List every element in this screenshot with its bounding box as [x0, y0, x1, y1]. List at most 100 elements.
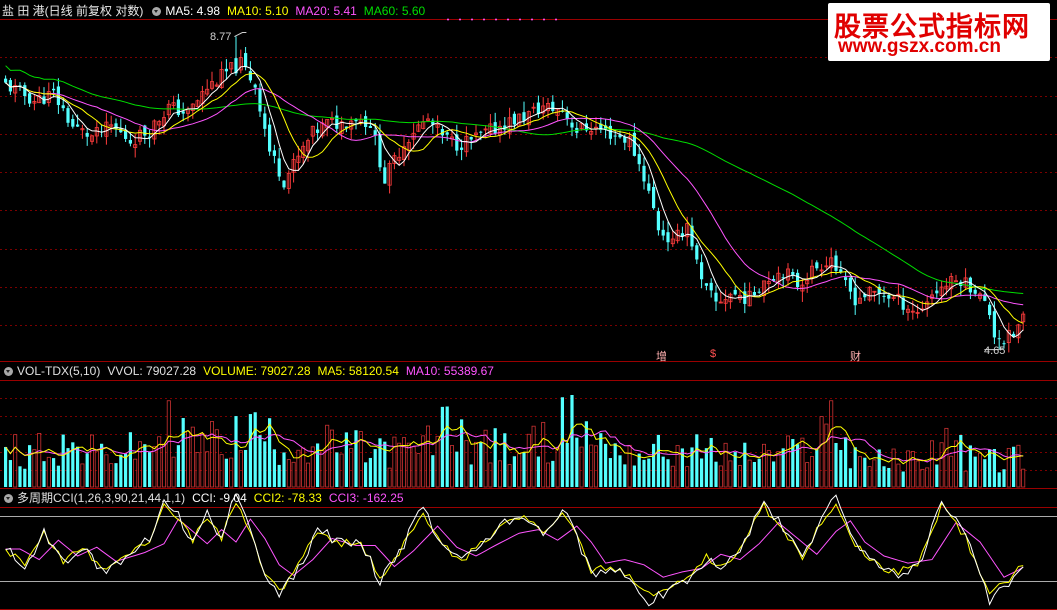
price-panel[interactable]: [4, 32, 1026, 353]
volume-bar-11: [56, 465, 60, 487]
volume-bar-191: [920, 468, 925, 488]
candle-body-99: [479, 131, 483, 133]
event-marker-dollar[interactable]: $: [710, 348, 717, 360]
volume-bar-3: [18, 466, 22, 487]
volume-bar-119: [575, 437, 579, 487]
candle-body-169: [815, 262, 819, 269]
candle-body-54: [263, 113, 267, 129]
volume-bar-172: [829, 400, 834, 488]
volume-bar-15: [76, 446, 80, 487]
cci-panel[interactable]: [5, 493, 1024, 607]
candle-body-142: [685, 223, 690, 238]
volume-bar-167: [805, 462, 810, 488]
volume-bar-91: [440, 406, 444, 487]
candle-body-17: [85, 132, 89, 137]
cci-settings-icon[interactable]: [4, 494, 13, 503]
candle-body-5: [28, 93, 32, 104]
volume-bar-124: [599, 433, 603, 487]
volume-bar-81: [392, 436, 397, 488]
candle-body-51: [248, 71, 252, 81]
candle-body-34: [166, 103, 171, 116]
candle-body-78: [378, 134, 382, 168]
volume-bar-136: [656, 434, 660, 487]
candle-body-127: [613, 135, 617, 137]
candle-body-56: [272, 150, 276, 156]
cci3-label: CCI3: -162.25: [328, 491, 404, 505]
volume-bar-176: [848, 468, 852, 487]
volume-bar-101: [488, 462, 493, 488]
candle-body-89: [431, 120, 435, 125]
volume-bar-33: [161, 443, 166, 488]
volume-bar-170: [819, 416, 824, 488]
candle-body-52: [253, 84, 257, 88]
candle-body-109: [526, 111, 531, 126]
volume-bar-111: [536, 456, 540, 487]
candle-body-180: [867, 286, 872, 301]
volume-bar-165: [796, 444, 800, 487]
candle-body-208: [1002, 343, 1006, 345]
candle-body-203: [978, 293, 983, 299]
volume-settings-icon[interactable]: [4, 367, 13, 376]
ma5-label: MA5: 4.98: [165, 4, 221, 18]
candle-body-50: [244, 53, 248, 68]
candle-body-24: [119, 128, 123, 133]
volume-bar-128: [618, 455, 622, 487]
candle-body-171: [824, 265, 829, 268]
candle-body-209: [1006, 329, 1011, 344]
volume-bar-70: [339, 453, 344, 488]
candle-body-190: [915, 312, 920, 314]
candle-body-12: [61, 105, 65, 109]
candle-body-212: [1021, 313, 1026, 323]
volume-bar-63: [305, 462, 310, 488]
volume-bar-24: [119, 454, 123, 487]
volume-bar-160: [772, 461, 776, 487]
candle-body-105: [507, 117, 512, 134]
candle-body-13: [66, 108, 70, 123]
candle-body-195: [939, 286, 944, 297]
candle-body-43: [209, 81, 214, 89]
candle-body-82: [397, 156, 402, 161]
volume-bar-64: [310, 446, 315, 488]
candle-body-16: [80, 128, 85, 131]
volume-bar-9: [46, 456, 51, 488]
volume-bar-194: [935, 464, 939, 487]
volume-bar-105: [507, 464, 512, 488]
candle-body-183: [882, 295, 886, 297]
candle-body-63: [305, 140, 310, 152]
volume-bar-55: [268, 418, 272, 487]
candle-body-187: [901, 297, 905, 310]
volume-bar-60: [291, 461, 296, 488]
candle-body-181: [872, 290, 877, 293]
volume-bar-41: [200, 433, 205, 488]
volume-bar-197: [949, 455, 954, 488]
candle-body-211: [1016, 324, 1021, 339]
volume-bar-179: [863, 457, 867, 487]
volume-bar-140: [675, 445, 680, 488]
volume-bar-16: [80, 463, 85, 488]
event-marker-zeng[interactable]: 增: [656, 351, 667, 363]
candle-body-150: [723, 299, 728, 304]
volume-bar-98: [473, 441, 478, 488]
top-dot-0: [447, 18, 449, 21]
candle-body-53: [258, 88, 262, 112]
volume-bar-17: [85, 453, 89, 487]
volume-bar-35: [171, 456, 176, 488]
settings-circle-icon[interactable]: [152, 7, 162, 16]
candle-body-136: [656, 211, 660, 231]
volume-bar-50: [244, 449, 248, 487]
volume-bar-135: [652, 443, 656, 487]
event-marker-cai[interactable]: 财: [850, 351, 861, 363]
volume-label: VOLUME: 79027.28: [203, 364, 311, 378]
volume-bar-155: [747, 459, 752, 488]
volume-bar-44: [214, 429, 219, 488]
volume-bar-125: [604, 443, 608, 487]
candle-body-18: [90, 135, 95, 142]
volume-bar-123: [594, 445, 599, 488]
candle-body-188: [906, 308, 911, 313]
volume-bar-65: [316, 443, 320, 487]
cci-label: CCI: -9.04: [192, 491, 247, 505]
volume-panel[interactable]: [4, 395, 1026, 488]
top-dot-6: [519, 18, 521, 21]
volume-bar-66: [320, 450, 325, 488]
